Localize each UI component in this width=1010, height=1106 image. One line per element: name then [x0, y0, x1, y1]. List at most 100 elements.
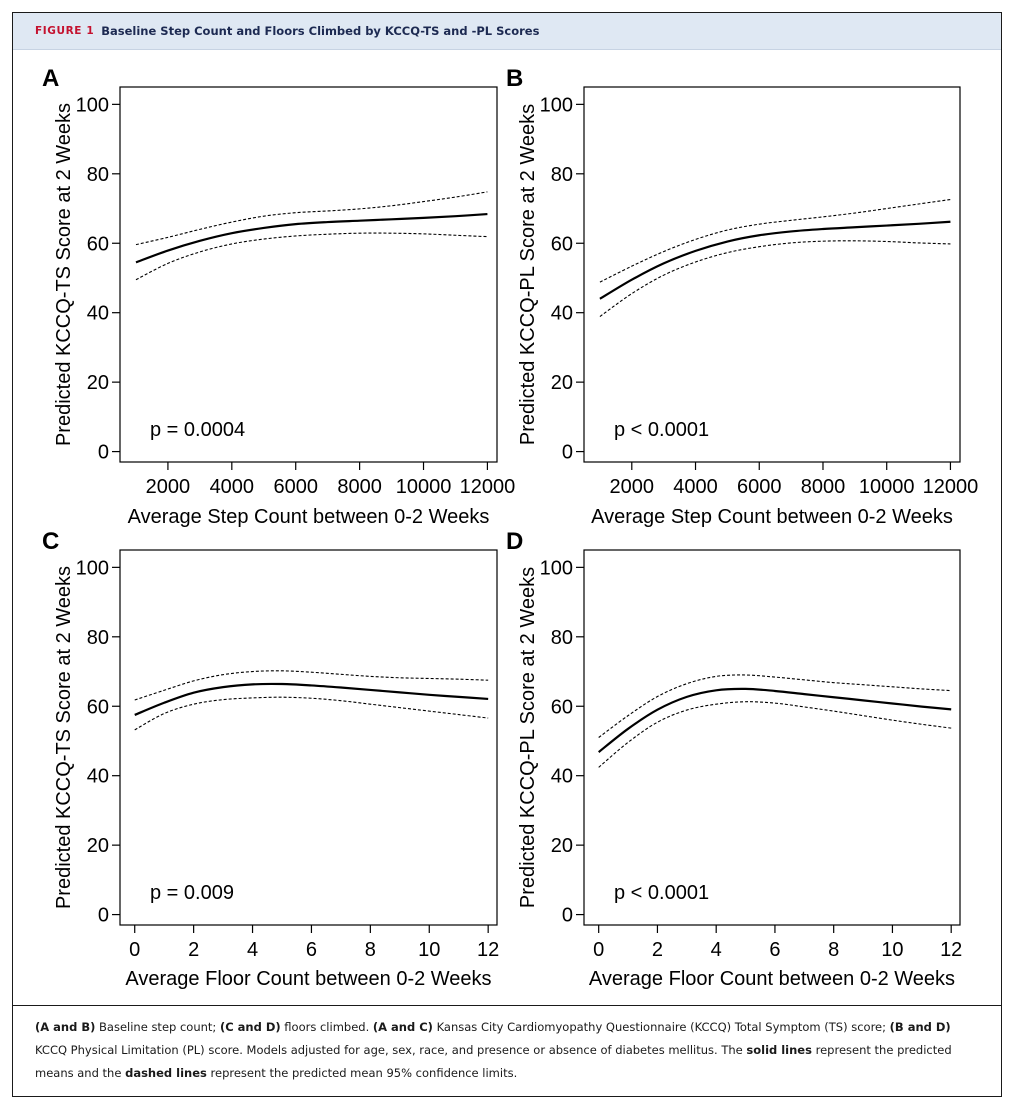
- y-tick-label: 40: [87, 766, 109, 788]
- x-tick-label: 4: [711, 939, 722, 961]
- x-tick-label: 8000: [337, 476, 382, 498]
- figure-label: FIGURE 1: [35, 25, 95, 37]
- caption-run: Baseline step count;: [95, 1020, 220, 1034]
- plot-frame: [119, 86, 498, 463]
- caption-bold-run: dashed lines: [125, 1066, 207, 1080]
- panel-letter: D: [506, 528, 523, 555]
- panel-letter: B: [506, 65, 523, 92]
- x-tick-label: 10000: [859, 476, 915, 498]
- x-tick-label: 4000: [210, 476, 255, 498]
- x-tick-label: 12000: [923, 476, 979, 498]
- predicted-mean-line: [599, 220, 951, 300]
- x-axis-label: Average Floor Count between 0-2 Weeks: [125, 968, 491, 990]
- upper-confidence-limit-line: [134, 670, 489, 701]
- y-tick-label: 80: [551, 164, 573, 186]
- y-tick-label: 40: [551, 303, 573, 325]
- figure-title: Baseline Step Count and Floors Climbed b…: [101, 24, 540, 38]
- x-tick-label: 6: [769, 939, 780, 961]
- p-value-annotation: p = 0.0004: [150, 419, 245, 441]
- p-value-annotation: p < 0.0001: [614, 882, 709, 904]
- plot-frame: [583, 86, 961, 463]
- y-tick-label: 40: [87, 303, 109, 325]
- caption-run: represent the predicted mean 95% confide…: [206, 1066, 518, 1080]
- x-axis-label: Average Step Count between 0-2 Weeks: [591, 506, 953, 528]
- y-axis-label: Predicted KCCQ-TS Score at 2 Weeks: [53, 566, 75, 909]
- y-tick-label: 100: [540, 557, 573, 579]
- y-axis-label: Predicted KCCQ-PL Score at 2 Weeks: [517, 104, 539, 445]
- x-tick-label: 6000: [737, 476, 782, 498]
- x-tick-label: 2000: [610, 476, 655, 498]
- x-tick-label: 2: [652, 939, 663, 961]
- y-tick-label: 100: [76, 94, 109, 116]
- chart-panel-b: B 0 20 40 60 80 100 2000 4000 6000 8000 10000 12000 A…: [506, 65, 978, 528]
- lower-confidence-limit-line: [599, 240, 951, 317]
- chart-panel-c: C 0 20 40 60 80 100 0 2 4 6 8 10 12 Average Floor Coun…: [42, 528, 499, 990]
- y-tick-label: 80: [87, 627, 109, 649]
- predicted-mean-line: [134, 682, 489, 716]
- predicted-mean-line: [135, 212, 488, 264]
- y-axis-label: Predicted KCCQ-PL Score at 2 Weeks: [517, 567, 539, 908]
- chart-panel-a: A 0 20 40 60 80 100 2000 4000 6000 8000 10000 12000 A…: [42, 65, 515, 528]
- p-value-annotation: p = 0.009: [150, 882, 234, 904]
- x-tick-label: 0: [129, 939, 140, 961]
- y-axis-label: Predicted KCCQ-TS Score at 2 Weeks: [53, 103, 75, 446]
- chart-panel-d: D 0 20 40 60 80 100 0 2 4 6 8 10 12 Average Floor Coun…: [506, 528, 962, 990]
- x-tick-label: 12: [477, 939, 499, 961]
- y-tick-label: 60: [87, 233, 109, 255]
- y-tick-label: 60: [551, 696, 573, 718]
- x-tick-label: 6000: [273, 476, 318, 498]
- y-tick-label: 100: [540, 94, 573, 116]
- upper-confidence-limit-line: [599, 198, 951, 283]
- caption-bold-run: (C and D): [219, 1020, 281, 1034]
- caption-run: floors climbed.: [280, 1020, 373, 1034]
- predicted-mean-line: [598, 687, 952, 753]
- x-tick-label: 12: [940, 939, 962, 961]
- lower-confidence-limit-line: [598, 701, 952, 768]
- plot-frame: [583, 549, 961, 926]
- y-tick-label: 20: [87, 835, 109, 857]
- y-tick-label: 60: [87, 696, 109, 718]
- x-tick-label: 4: [247, 939, 258, 961]
- y-tick-label: 0: [562, 442, 573, 464]
- x-tick-label: 12000: [460, 476, 516, 498]
- y-tick-label: 0: [562, 905, 573, 927]
- lower-confidence-limit-line: [135, 232, 488, 281]
- caption-bold-run: (A and B): [35, 1020, 96, 1034]
- y-tick-label: 100: [76, 557, 109, 579]
- y-tick-label: 20: [87, 372, 109, 394]
- x-tick-label: 8: [828, 939, 839, 961]
- caption-divider: [13, 1005, 1001, 1006]
- caption-bold-run: (B and D): [889, 1020, 951, 1034]
- x-tick-label: 10: [881, 939, 903, 961]
- figure-header: FIGURE 1 Baseline Step Count and Floors …: [13, 13, 1001, 50]
- x-axis-label: Average Floor Count between 0-2 Weeks: [589, 968, 955, 990]
- panel-letter: A: [42, 65, 59, 92]
- x-tick-label: 2: [188, 939, 199, 961]
- x-tick-label: 4000: [673, 476, 718, 498]
- x-tick-label: 2000: [146, 476, 191, 498]
- y-tick-label: 0: [98, 905, 109, 927]
- p-value-annotation: p < 0.0001: [614, 419, 709, 441]
- upper-confidence-limit-line: [135, 191, 488, 246]
- caption-run: represent the predicted means and the: [35, 1043, 952, 1080]
- x-tick-label: 8000: [801, 476, 846, 498]
- caption-bold-run: (A and C): [372, 1020, 433, 1034]
- caption-run: KCCQ Physical Limitation (PL) score. Mod…: [35, 1043, 747, 1057]
- y-tick-label: 40: [551, 766, 573, 788]
- y-tick-label: 20: [551, 372, 573, 394]
- caption-bold-run: solid lines: [746, 1043, 812, 1057]
- panel-letter: C: [42, 528, 59, 555]
- x-tick-label: 10000: [396, 476, 452, 498]
- lower-confidence-limit-line: [134, 696, 489, 731]
- upper-confidence-limit-line: [598, 674, 952, 738]
- figure-frame: FIGURE 1 Baseline Step Count and Floors …: [12, 12, 1002, 1097]
- x-tick-label: 10: [418, 939, 440, 961]
- y-tick-label: 80: [87, 164, 109, 186]
- figure-caption: (A and B) Baseline step count; (C and D)…: [35, 1016, 985, 1085]
- y-tick-label: 20: [551, 835, 573, 857]
- x-tick-label: 8: [365, 939, 376, 961]
- y-tick-label: 0: [98, 442, 109, 464]
- x-tick-label: 6: [306, 939, 317, 961]
- y-tick-label: 60: [551, 233, 573, 255]
